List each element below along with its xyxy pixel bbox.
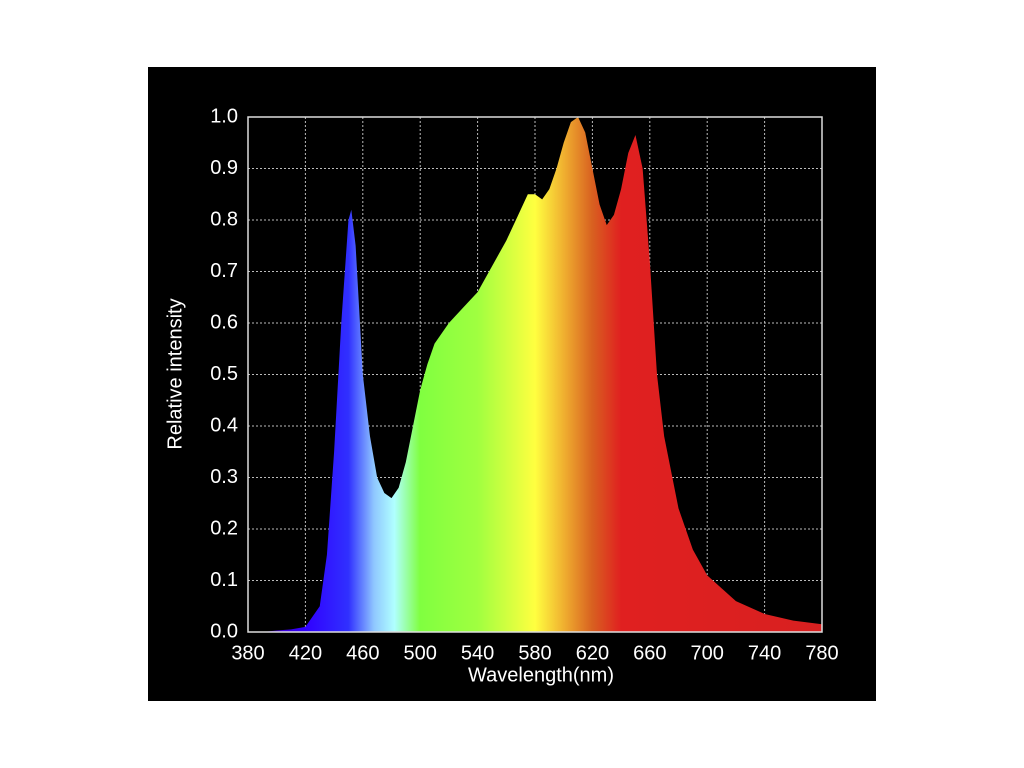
y-tick-label: 1.0 — [210, 105, 238, 127]
x-tick-label: 780 — [805, 642, 838, 664]
x-tick-label: 460 — [346, 642, 379, 664]
y-axis-label: Relative intensity — [164, 298, 186, 449]
y-tick-label: 0.1 — [210, 569, 238, 591]
y-tick-label: 0.8 — [210, 208, 238, 230]
y-tick-label: 0.2 — [210, 517, 238, 539]
y-tick-label: 0.3 — [210, 466, 238, 488]
x-tick-label: 620 — [576, 642, 609, 664]
y-tick-label: 0.4 — [210, 414, 238, 436]
y-tick-label: 0.6 — [210, 311, 238, 333]
plot-frame — [247, 116, 823, 633]
x-tick-label: 660 — [633, 642, 666, 664]
x-tick-label: 420 — [289, 642, 322, 664]
x-tick-label: 580 — [518, 642, 551, 664]
x-tick-label: 540 — [461, 642, 494, 664]
spectrum-area — [248, 117, 822, 632]
y-tick-label: 0.9 — [210, 157, 238, 179]
x-tick-label: 740 — [748, 642, 781, 664]
x-axis-label: Wavelength(nm) — [468, 664, 614, 686]
x-tick-label: 700 — [691, 642, 724, 664]
y-tick-label: 0.0 — [210, 620, 238, 642]
x-tick-label: 380 — [231, 642, 264, 664]
y-tick-label: 0.7 — [210, 260, 238, 282]
y-tick-label: 0.5 — [210, 363, 238, 385]
x-tick-label: 500 — [404, 642, 437, 664]
